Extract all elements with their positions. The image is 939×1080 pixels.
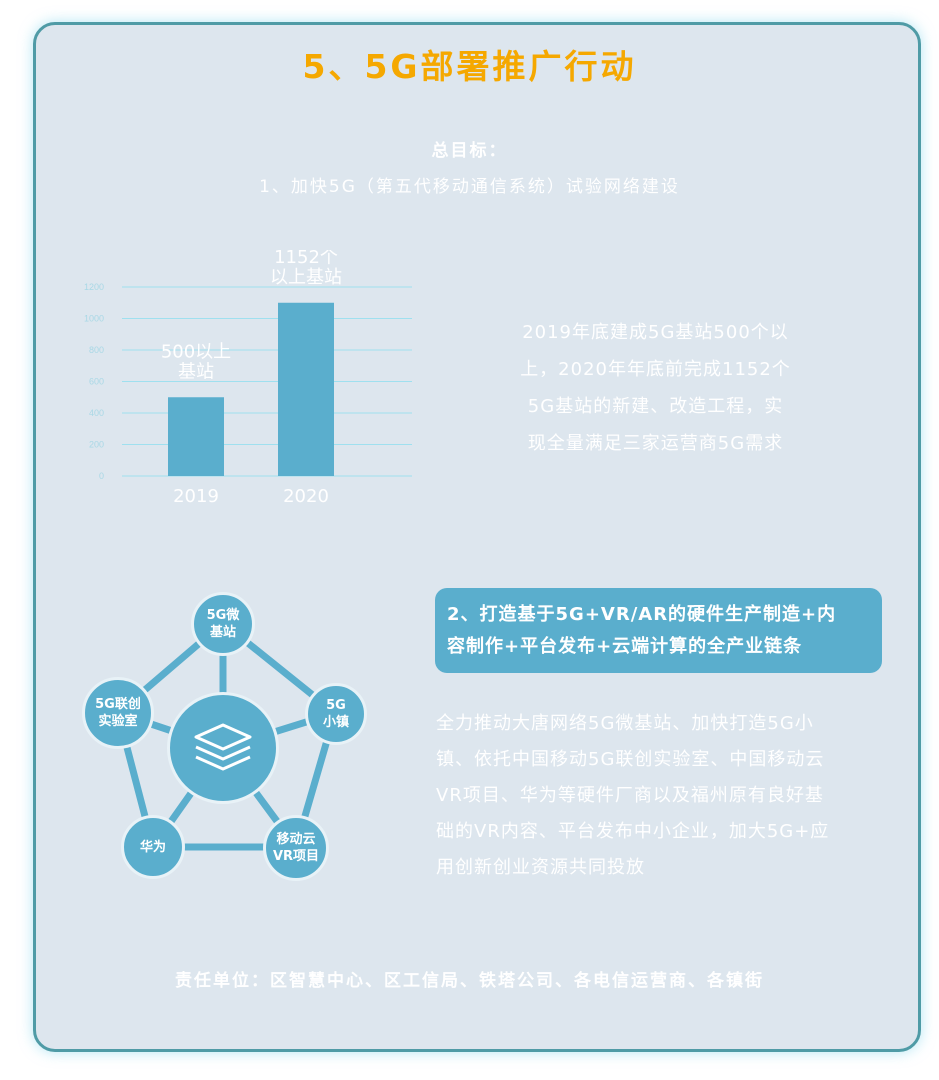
desc2-line: 础的VR内容、平台发布中小企业，加大5G+应 <box>436 821 830 842</box>
bar <box>168 397 224 476</box>
y-tick-label: 800 <box>89 345 104 355</box>
y-tick-label: 400 <box>89 408 104 418</box>
node-huawei: 华为 <box>121 815 185 879</box>
desc2-line: 全力推动大唐网络5G微基站、加快打造5G小 <box>436 713 814 734</box>
node-label: 5G <box>326 698 346 713</box>
desc1-line: 现全量满足三家运营商5G需求 <box>527 433 784 454</box>
industry-star-diagram: 5G微基站 5G 小镇 移动云 VR项目 华为 5G联创实验室 <box>60 585 390 895</box>
bar <box>278 302 334 476</box>
y-tick-label: 1200 <box>84 282 104 292</box>
deployment-description: 2019年底建成5G基站500个以 上，2020年年底前完成1152个 5G基站… <box>498 314 813 462</box>
node-label: VR项目 <box>272 849 320 864</box>
desc2-line: 用创新创业资源共同投放 <box>436 857 645 878</box>
desc1-line: 5G基站的新建、改造工程，实 <box>527 396 784 417</box>
data-label: 1152个 <box>274 250 338 268</box>
desc1-line: 上，2020年年底前完成1152个 <box>520 359 791 380</box>
y-tick-label: 1000 <box>84 314 104 324</box>
node-label: 5G微 <box>206 608 240 623</box>
node-mobile-cloud-vr: 移动云 VR项目 <box>263 815 329 881</box>
desc1-line: 2019年底建成5G基站500个以 <box>522 322 789 343</box>
node-label: 小镇 <box>322 715 349 730</box>
industry-description: 全力推动大唐网络5G微基站、加快打造5G小 镇、依托中国移动5G联创实验室、中国… <box>436 706 884 886</box>
data-label: 以上基站 <box>270 267 342 288</box>
desc2-line: VR项目、华为等硬件厂商以及福州原有良好基 <box>436 785 824 806</box>
data-label: 500以上 <box>161 341 231 362</box>
x-tick-label: 2020 <box>283 486 329 507</box>
goal-line-1: 1、加快5G（第五代移动通信系统）试验网络建设 <box>259 177 680 197</box>
y-tick-label: 200 <box>89 440 104 450</box>
node-5g-micro-station: 5G微基站 <box>191 592 255 656</box>
banner-line: 2、打造基于5G+VR/AR的硬件生产制造+内 <box>447 604 837 625</box>
desc2-line: 镇、依托中国移动5G联创实验室、中国移动云 <box>436 749 825 770</box>
x-tick-label: 2019 <box>173 486 219 507</box>
center-hub <box>167 692 279 804</box>
infographic-card <box>33 22 921 1052</box>
y-tick-label: 600 <box>89 377 104 387</box>
banner-line: 容制作+平台发布+云端计算的全产业链条 <box>447 636 803 657</box>
industry-chain-banner: 2、打造基于5G+VR/AR的硬件生产制造+内 容制作+平台发布+云端计算的全产… <box>435 588 882 673</box>
data-label: 基站 <box>178 361 214 382</box>
responsible-units: 责任单位：区智慧中心、区工信局、铁塔公司、各电信运营商、各镇街 <box>175 971 764 991</box>
node-label: 移动云 <box>276 832 316 847</box>
node-label: 实验室 <box>98 714 138 729</box>
node-label: 基站 <box>209 625 236 640</box>
y-tick-label: 0 <box>99 471 104 481</box>
node-5g-town: 5G 小镇 <box>305 683 367 745</box>
page-title: 5、5G部署推广行动 <box>302 47 637 86</box>
stacked-layers-icon <box>194 723 252 771</box>
node-label: 华为 <box>139 839 166 855</box>
node-5g-innovation-lab: 5G联创实验室 <box>82 677 154 749</box>
goal-heading: 总目标： <box>431 141 508 161</box>
node-label: 5G联创 <box>95 697 141 712</box>
